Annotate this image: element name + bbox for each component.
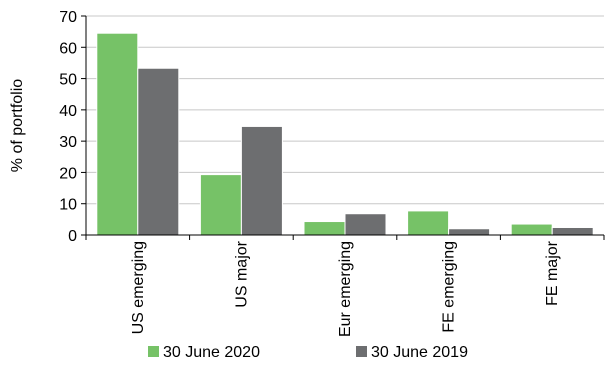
bars — [96, 32, 594, 236]
bar-series-2019 — [448, 228, 491, 236]
x-category-label: FE emerging — [441, 241, 458, 333]
bar-series-2020 — [407, 210, 450, 236]
bar-series-2020 — [199, 174, 242, 236]
legend: 30 June 2020 30 June 2019 — [148, 344, 468, 361]
bar-series-2020 — [303, 221, 346, 236]
bar-series-2020 — [510, 223, 553, 236]
y-tick-label: 60 — [59, 40, 77, 57]
bar-series-2019 — [137, 67, 180, 236]
y-tick-label: 0 — [68, 228, 77, 245]
y-tick-label: 30 — [59, 134, 77, 151]
legend-label: 30 June 2019 — [371, 344, 468, 361]
y-tick-label: 10 — [59, 197, 77, 214]
x-category-label: US emerging — [130, 241, 147, 334]
bar-series-2020 — [96, 32, 139, 236]
legend-swatch — [356, 346, 367, 357]
y-tick-label: 70 — [59, 9, 77, 26]
tick-labels: 0 10 20 30 40 50 60 70 US emerging US major Eur em… — [59, 9, 561, 337]
bar-series-2019 — [240, 125, 283, 236]
bar-series-2019 — [344, 213, 387, 236]
x-category-label: US major — [233, 240, 250, 307]
axes — [81, 15, 605, 240]
x-category-label: FE major — [544, 240, 561, 306]
y-tick-label: 20 — [59, 165, 77, 182]
legend-label: 30 June 2020 — [163, 344, 260, 361]
y-tick-label: 50 — [59, 72, 77, 89]
x-category-label: Eur emerging — [337, 241, 354, 337]
bar-series-2019 — [551, 226, 594, 236]
y-axis-title: % of portfolio — [9, 79, 26, 172]
y-tick-label: 40 — [59, 103, 77, 120]
legend-swatch — [148, 346, 159, 357]
